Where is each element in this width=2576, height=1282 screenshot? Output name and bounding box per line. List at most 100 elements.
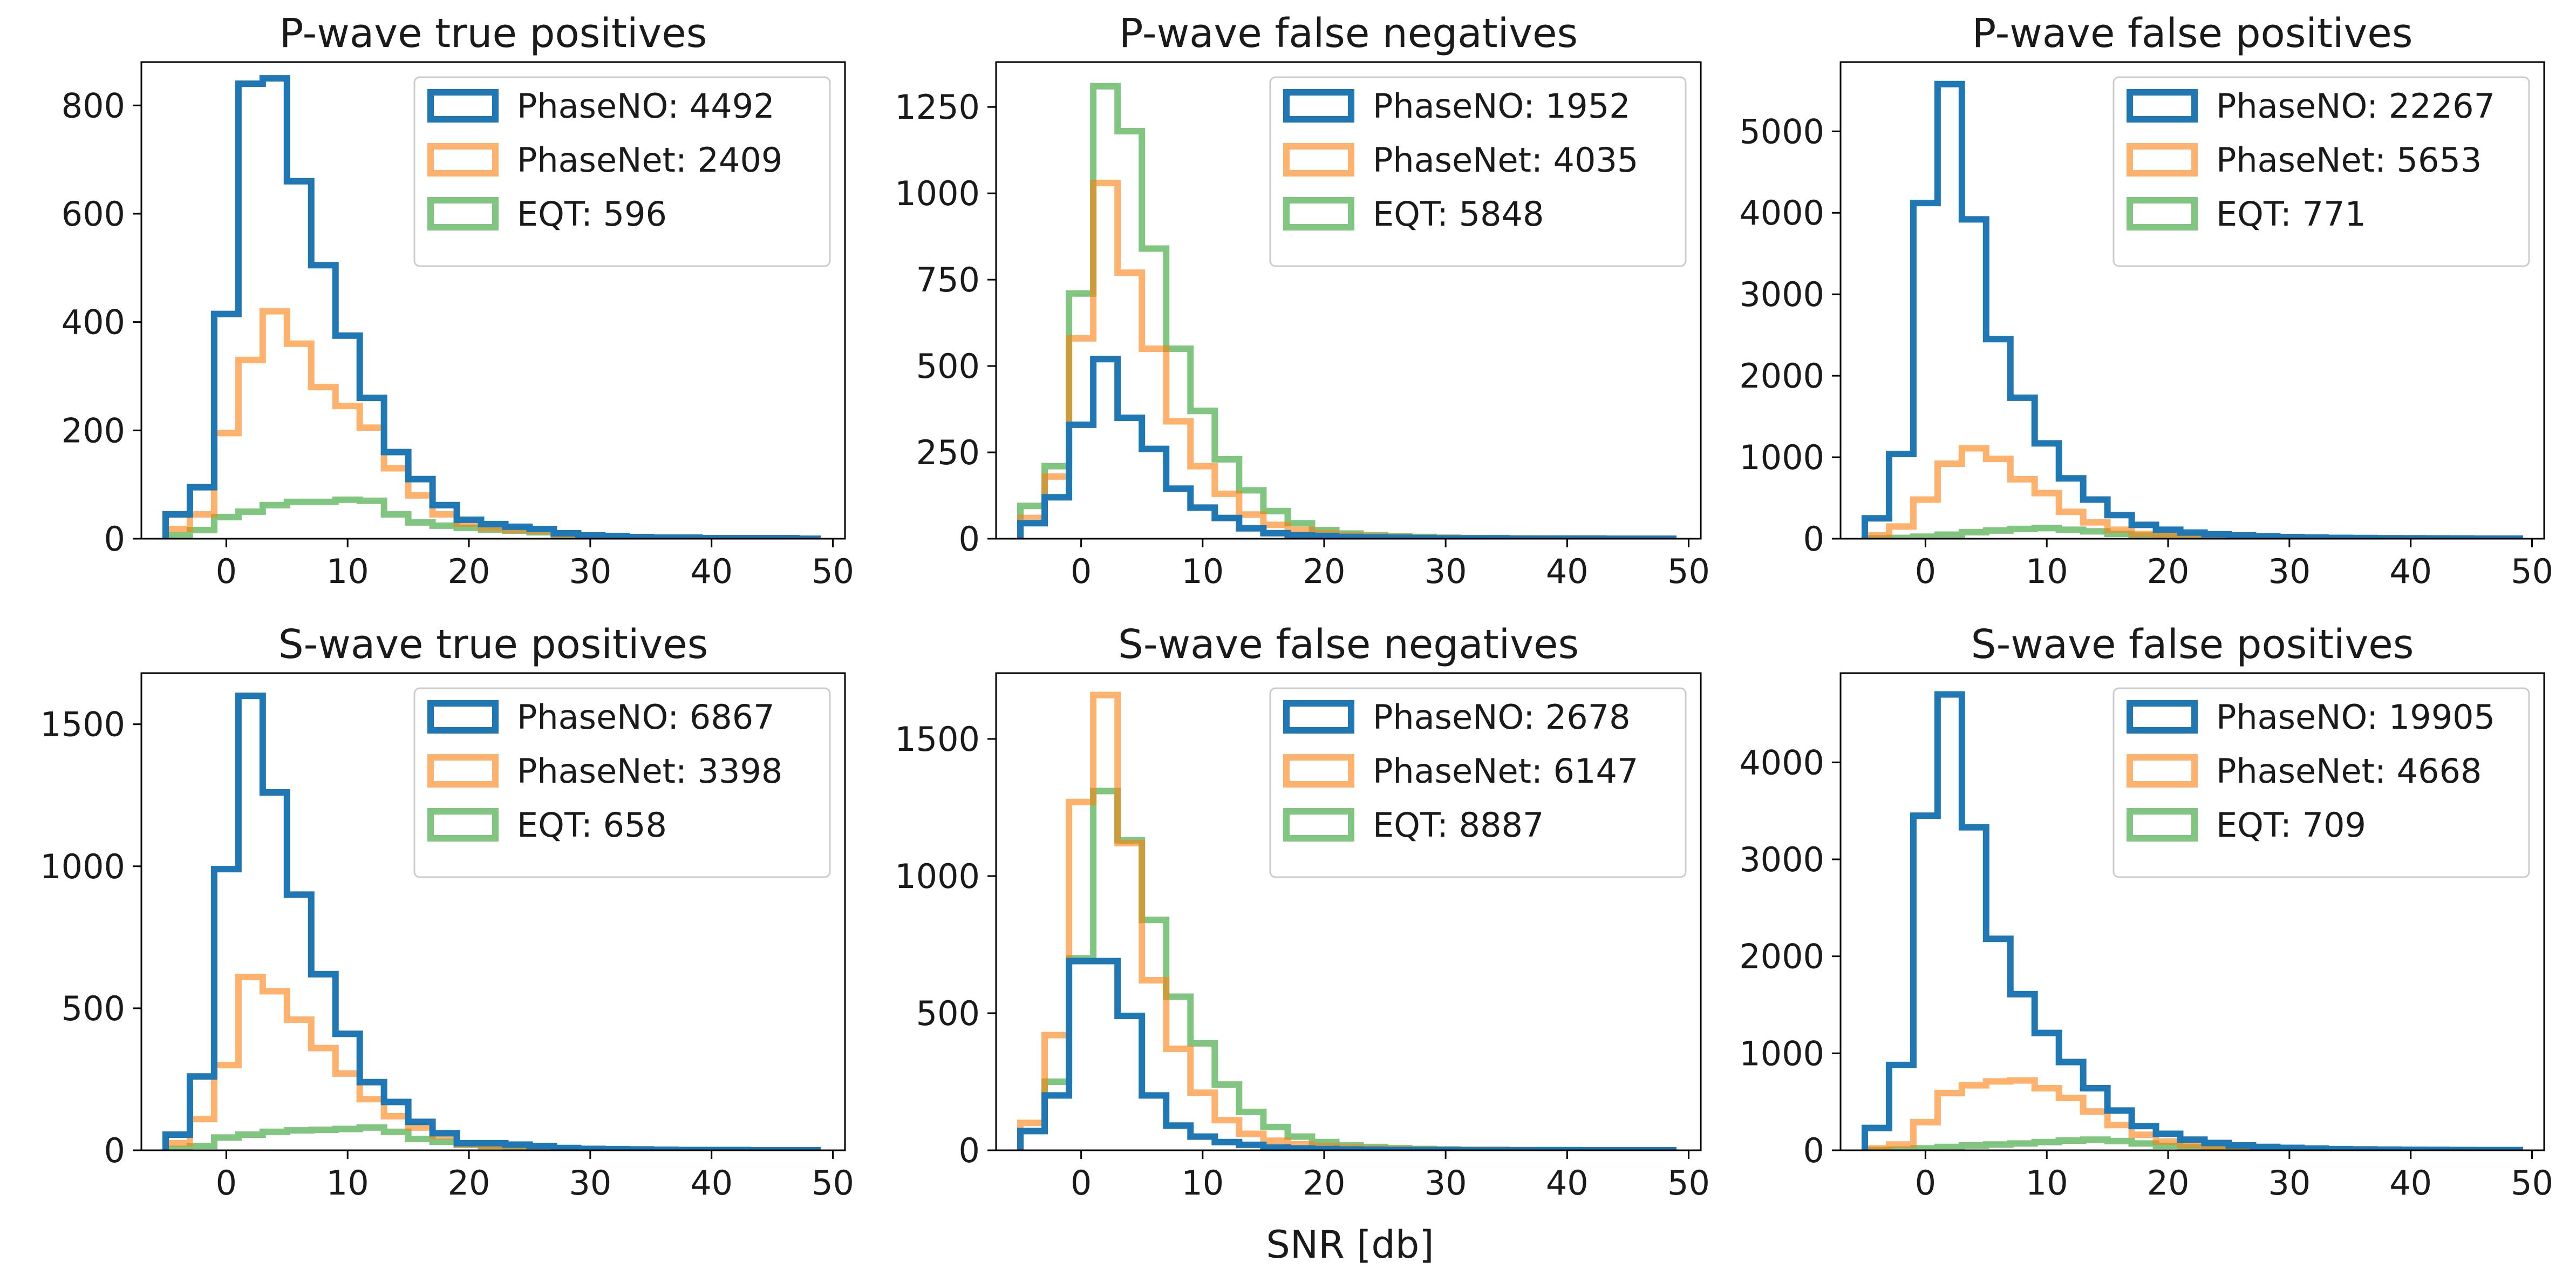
y-tick-label: 3000 xyxy=(1739,840,1824,879)
x-tick-label: 10 xyxy=(2026,552,2068,591)
legend-box xyxy=(1269,76,1687,267)
x-axis-label: SNR [db] xyxy=(1266,1223,1434,1267)
y-tick-label: 250 xyxy=(916,433,980,472)
y-tick-label: 800 xyxy=(62,86,125,125)
axes-frame xyxy=(995,61,1702,540)
y-tick-label: 4000 xyxy=(1739,743,1824,782)
legend-swatch-phasenet xyxy=(2127,754,2198,788)
x-tick-label: 50 xyxy=(2511,1163,2553,1203)
x-tick-label: 0 xyxy=(1915,1163,1936,1203)
x-tick-label: 30 xyxy=(2268,552,2311,591)
x-tick-label: 0 xyxy=(1071,1163,1092,1203)
legend-label-phasenet: PhaseNet: 5653 xyxy=(2216,140,2482,180)
x-tick-label: 40 xyxy=(2389,1163,2432,1203)
y-tick-label: 500 xyxy=(916,994,980,1033)
histogram-phasenet xyxy=(1861,445,2520,539)
legend-label-phasenet: PhaseNet: 4035 xyxy=(1373,140,1638,180)
legend-swatch-eqt xyxy=(1283,808,1354,842)
legend-swatch-eqt xyxy=(1283,197,1354,230)
legend: PhaseNO: 6867 PhaseNet: 3398 EQT: 658 xyxy=(413,687,831,878)
legend-swatch-phasenet xyxy=(2127,143,2198,177)
x-tick-label: 30 xyxy=(2268,1163,2311,1203)
legend-label-phasenet: PhaseNet: 4668 xyxy=(2216,751,2482,791)
x-tick-label: 30 xyxy=(569,1163,611,1203)
y-tick-label: 750 xyxy=(916,260,980,300)
x-tick-label: 0 xyxy=(216,1163,237,1203)
y-tick-label: 0 xyxy=(1803,1131,1824,1170)
histogram-phasenet xyxy=(162,974,821,1150)
x-tick-label: 0 xyxy=(1915,552,1936,591)
axes-frame xyxy=(140,672,846,1151)
panel-title: S-wave false negatives xyxy=(1118,621,1579,668)
legend-swatch-phaseno xyxy=(2127,89,2198,123)
x-tick-label: 40 xyxy=(690,1163,733,1203)
legend-swatch-phaseno xyxy=(1283,700,1354,734)
y-tick-label: 0 xyxy=(104,1131,125,1170)
legend-swatch-phaseno xyxy=(1283,89,1354,123)
legend-box xyxy=(2112,76,2530,267)
x-tick-label: 10 xyxy=(1181,552,1224,591)
x-tick-label: 20 xyxy=(1303,1163,1346,1203)
legend: PhaseNO: 22267 PhaseNet: 5653 EQT: 771 xyxy=(2112,76,2530,267)
y-tick-label: 2000 xyxy=(1739,356,1824,396)
x-tick-label: 40 xyxy=(2389,552,2432,591)
x-tick-label: 30 xyxy=(1425,1163,1467,1203)
legend: PhaseNO: 19905 PhaseNet: 4668 EQT: 709 xyxy=(2112,687,2530,878)
legend-label-phaseno: PhaseNO: 22267 xyxy=(2216,86,2495,126)
legend-swatch-phaseno xyxy=(2127,700,2198,734)
legend-label-phaseno: PhaseNO: 19905 xyxy=(2216,697,2495,737)
histogram-eqt xyxy=(162,496,821,539)
y-tick-label: 500 xyxy=(916,347,980,386)
x-tick-label: 20 xyxy=(2147,552,2190,591)
panel-1: 0 10 20 30 40 50 0 200 400 600 800 P-wave true posi… xyxy=(62,10,854,591)
x-tick-label: 40 xyxy=(1546,552,1589,591)
histogram-phaseno xyxy=(1017,356,1677,539)
x-tick-label: 50 xyxy=(1667,1163,1710,1203)
y-tick-label: 4000 xyxy=(1739,193,1824,233)
panel-title: S-wave false positives xyxy=(1971,621,2414,668)
legend-label-eqt: EQT: 709 xyxy=(2216,805,2366,845)
y-tick-label: 1250 xyxy=(895,87,980,127)
axes-frame xyxy=(995,672,1702,1151)
y-tick-label: 1500 xyxy=(40,705,125,744)
axes-frame xyxy=(140,61,846,540)
legend-swatch-eqt xyxy=(2127,808,2198,842)
legend-box xyxy=(2112,687,2530,878)
legend: PhaseNO: 1952 PhaseNet: 4035 EQT: 5848 xyxy=(1269,76,1687,267)
y-tick-label: 1500 xyxy=(895,720,980,759)
legend: PhaseNO: 4492 PhaseNet: 2409 EQT: 596 xyxy=(413,76,831,267)
y-tick-label: 2000 xyxy=(1739,937,1824,976)
y-tick-label: 5000 xyxy=(1739,112,1824,151)
panel-6: 0 10 20 30 40 50 0 1000 2000 3000 4000 S-wave false… xyxy=(1739,621,2553,1203)
axes-frame xyxy=(1839,61,2545,540)
legend-label-eqt: EQT: 5848 xyxy=(1373,194,1544,234)
legend-swatch-phaseno xyxy=(427,700,499,734)
y-tick-label: 200 xyxy=(62,411,125,450)
y-tick-label: 3000 xyxy=(1739,275,1824,314)
x-tick-label: 30 xyxy=(1425,552,1467,591)
legend-label-phasenet: PhaseNet: 2409 xyxy=(517,140,782,180)
x-tick-label: 10 xyxy=(2026,1163,2068,1203)
x-tick-label: 20 xyxy=(1303,552,1346,591)
y-tick-label: 400 xyxy=(62,303,125,342)
legend-label-eqt: EQT: 771 xyxy=(2216,194,2366,234)
x-tick-label: 50 xyxy=(2511,552,2553,591)
axes-frame xyxy=(1839,672,2545,1151)
legend-swatch-phasenet xyxy=(1283,143,1354,177)
x-tick-label: 10 xyxy=(1181,1163,1224,1203)
x-tick-label: 0 xyxy=(216,552,237,591)
legend-swatch-phasenet xyxy=(427,754,499,788)
histogram-phaseno xyxy=(1017,958,1677,1150)
legend-swatch-phasenet xyxy=(427,143,499,177)
legend-swatch-phasenet xyxy=(1283,754,1354,788)
panel-title: P-wave true positives xyxy=(280,10,707,57)
legend-label-eqt: EQT: 658 xyxy=(517,805,667,845)
legend-label-eqt: EQT: 596 xyxy=(517,194,667,234)
legend-swatch-eqt xyxy=(2127,197,2198,230)
legend-box xyxy=(413,687,831,878)
legend-label-phasenet: PhaseNet: 3398 xyxy=(517,751,782,791)
